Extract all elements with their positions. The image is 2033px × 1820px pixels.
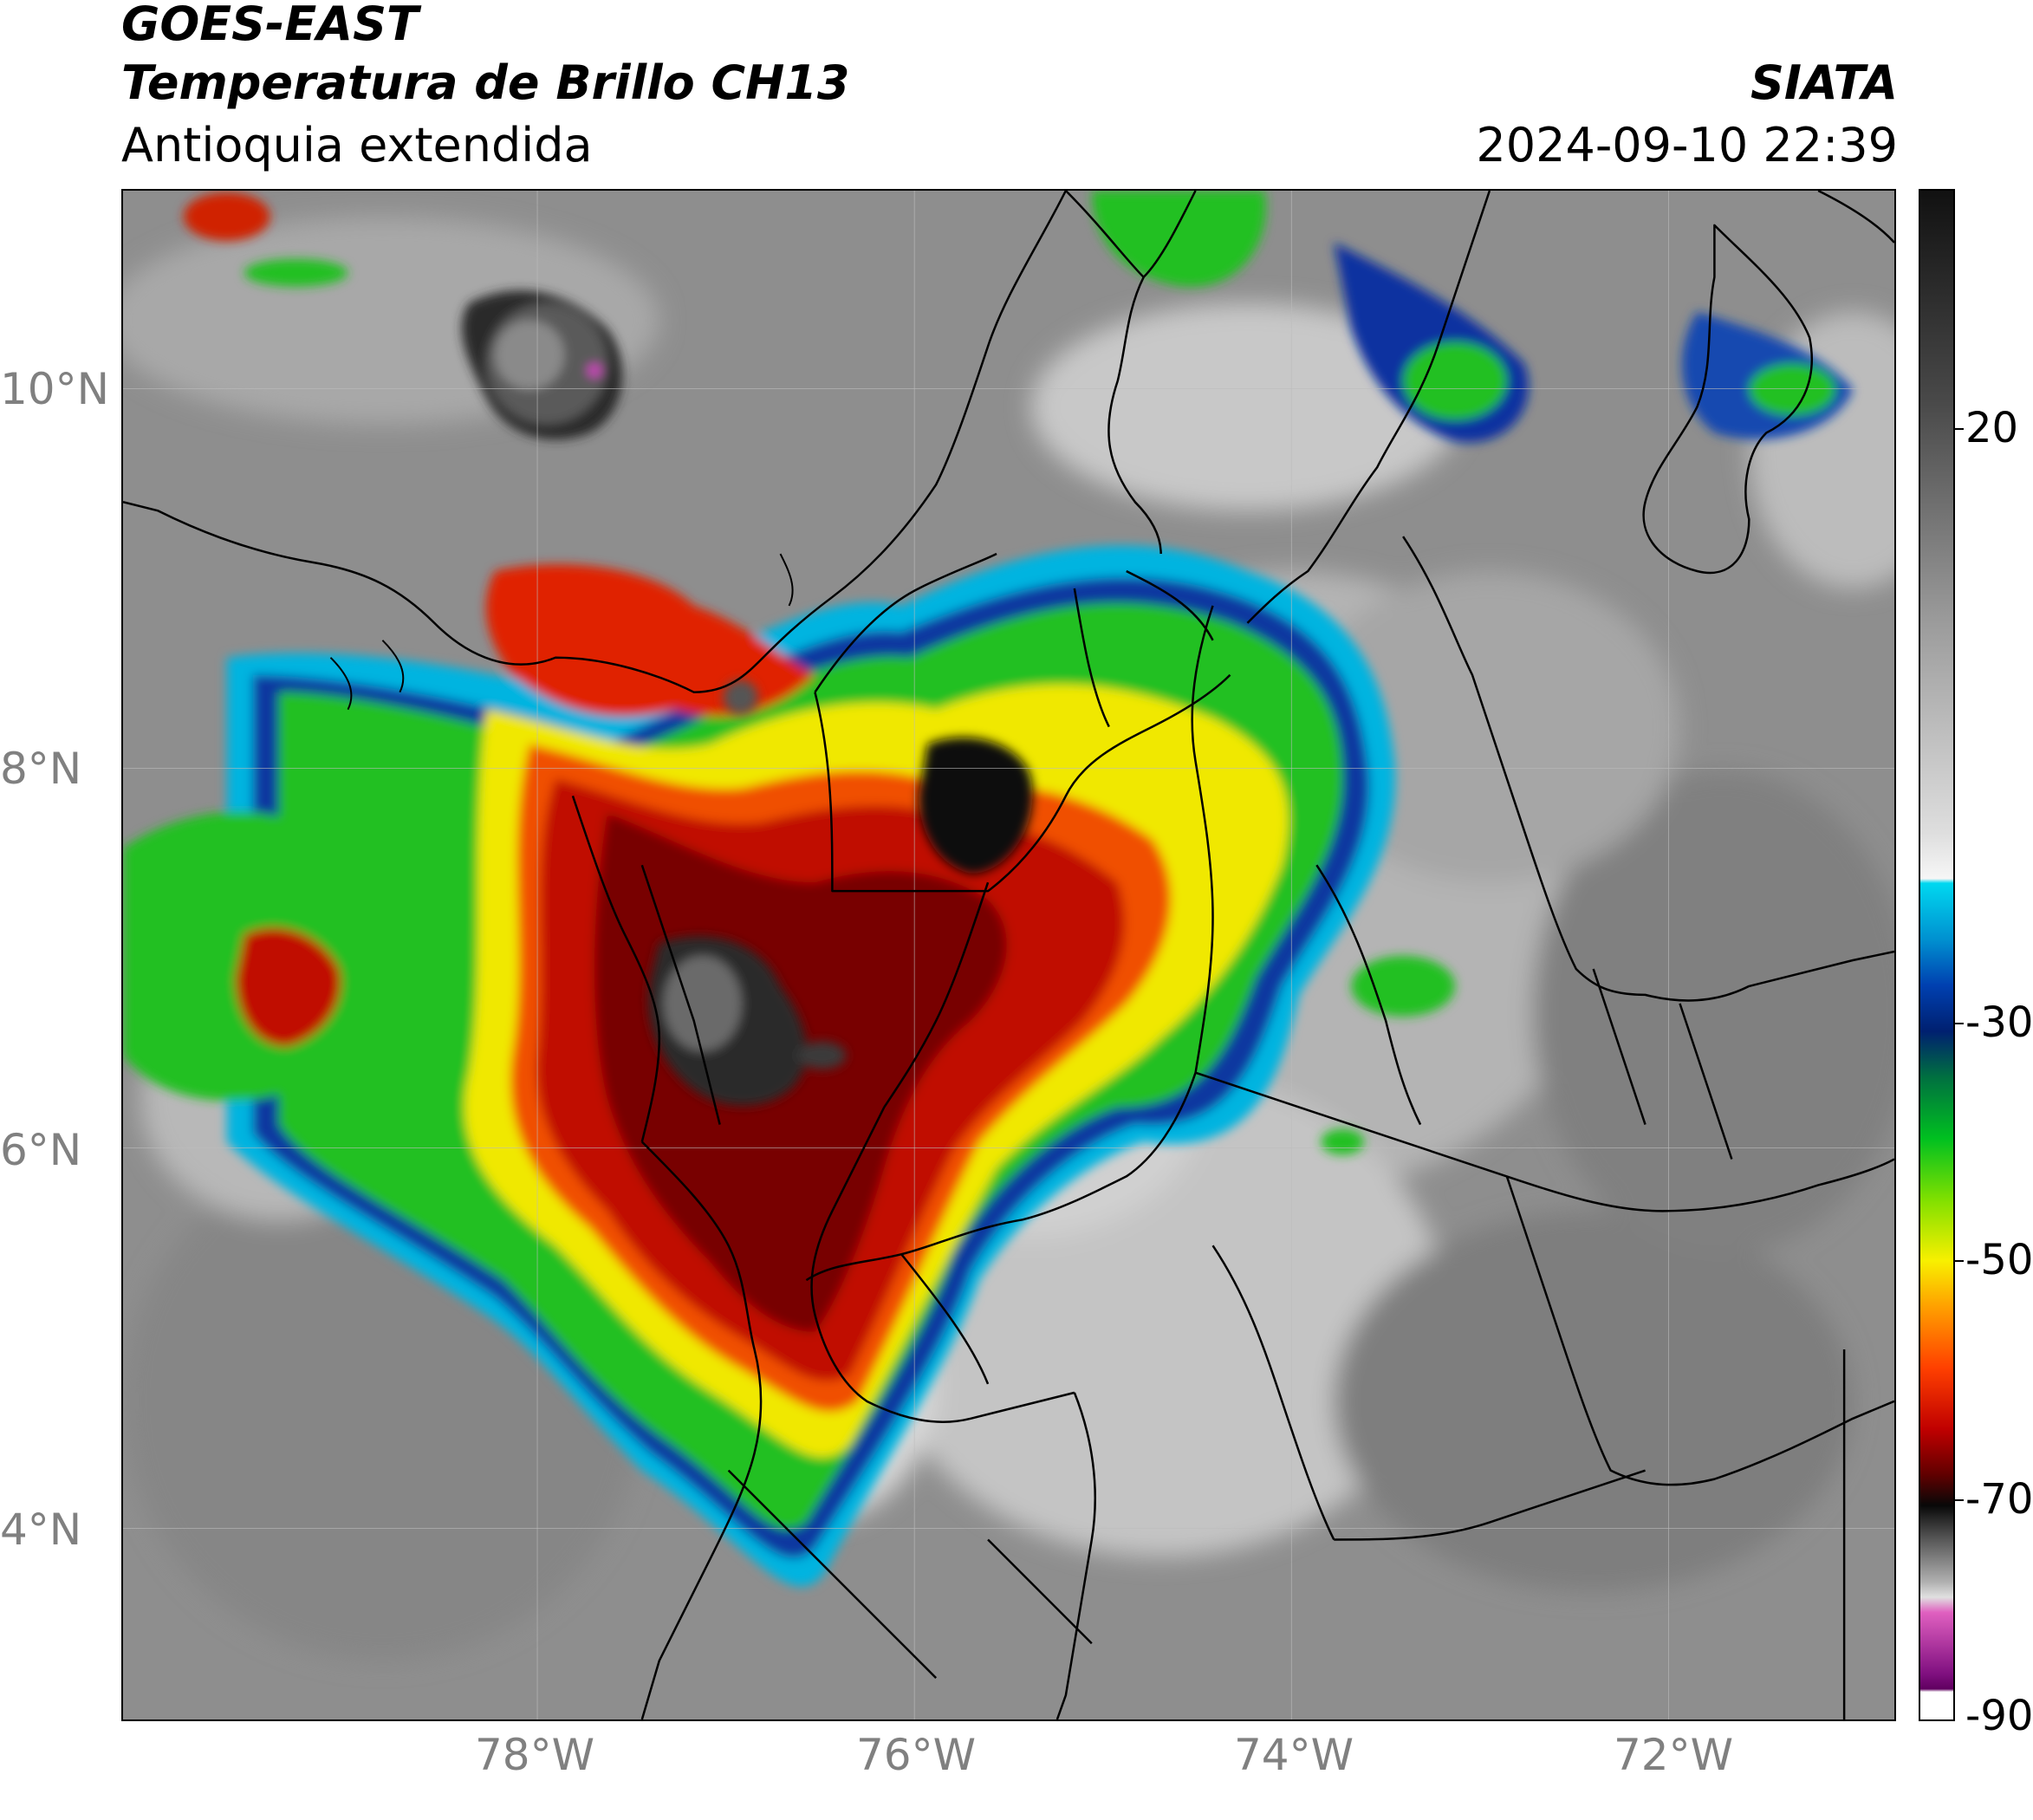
graticule	[123, 191, 1894, 1719]
lat-tick-4n: 4°N	[0, 1505, 82, 1555]
colorbar-label-neg30: -30	[1965, 998, 2033, 1047]
satellite-map	[121, 189, 1896, 1721]
lat-tick-10n: 10°N	[0, 364, 110, 414]
lon-tick-74w: 74°W	[1234, 1730, 1354, 1780]
lat-tick-6n: 6°N	[0, 1125, 82, 1175]
lon-tick-76w: 76°W	[856, 1730, 977, 1780]
product-title: Temperatura de Brillo CH13	[121, 55, 850, 110]
overshooting-tops	[461, 290, 1033, 1106]
satellite-title: GOES-EAST	[121, 0, 419, 51]
region-subtitle: Antioquia extendida	[121, 118, 593, 172]
colorbar-tick-neg30	[1955, 1023, 1964, 1024]
coast-details	[329, 553, 794, 711]
colorbar	[1919, 189, 1955, 1721]
lat-tick-8n: 8°N	[0, 744, 82, 794]
colorbar-tick-20	[1955, 428, 1964, 430]
colorbar-tick-neg50	[1955, 1260, 1964, 1262]
colorbar-label-20: 20	[1965, 404, 2019, 452]
colorbar-label-neg50: -50	[1965, 1236, 2033, 1284]
lon-tick-72w: 72°W	[1614, 1730, 1734, 1780]
colorbar-label-neg70: -70	[1965, 1475, 2033, 1524]
lon-tick-78w: 78°W	[475, 1730, 595, 1780]
colorbar-label-neg90: -90	[1965, 1692, 2033, 1740]
boundaries	[123, 191, 1894, 1719]
datetime-label: 2024-09-10 22:39	[1476, 118, 1898, 172]
colorbar-tick-neg70	[1955, 1499, 1964, 1501]
organization-label: SIATA	[1750, 55, 1898, 110]
